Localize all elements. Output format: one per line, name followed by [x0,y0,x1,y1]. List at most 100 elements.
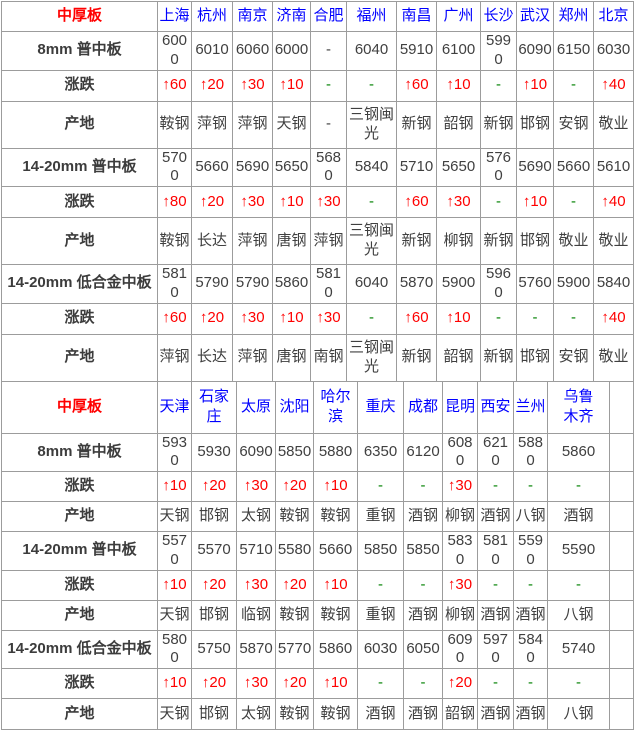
origin-cell: 酒钢 [478,600,514,630]
change-cell: ↑30 [237,472,276,502]
change-cell: - [514,669,548,699]
price-cell: 5660 [554,148,594,187]
city-header-label: 天津 [159,398,189,415]
origin-cell: 酒钢 [358,699,404,730]
city-header-label: 广州 [443,7,473,24]
city-header: 武汉 [517,2,554,32]
price-cell: 5660 [314,532,358,571]
origin-cell: 鞍钢 [158,101,192,148]
price-cell: 5710 [397,148,437,187]
city-header: 西安 [478,381,514,433]
change-cell: ↑30 [233,187,273,218]
change-cell: ↑20 [192,472,237,502]
change-cell: - [548,669,610,699]
city-header-label: 上海 [159,7,189,24]
price-cell: 6090 [443,630,478,669]
city-header: 哈尔滨 [314,381,358,433]
origin-cell: 萍钢 [311,218,347,265]
origin-cell: 太钢 [237,502,276,532]
change-cell: ↑20 [192,303,233,334]
change-cell: - [481,303,517,334]
origin-cell: 鞍钢 [276,699,314,730]
row-label: 产地 [2,218,158,265]
change-cell: - [404,570,443,600]
origin-cell: 酒钢 [548,502,610,532]
price-cell: 6000 [273,32,311,71]
row-label: 涨跌 [2,187,158,218]
city-header: 合肥 [311,2,347,32]
price-cell: 5800 [158,630,192,669]
origin-cell: 天钢 [158,600,192,630]
origin-cell: 萍钢 [158,334,192,381]
price-cell: 6030 [358,630,404,669]
price-cell: 5840 [594,265,634,304]
change-cell: ↑10 [517,70,554,101]
origin-cell: 酒钢 [478,699,514,730]
price-cell: 6100 [437,32,481,71]
origin-cell: 重钢 [358,600,404,630]
change-cell: ↑10 [273,187,311,218]
origin-cell: 韶钢 [437,334,481,381]
price-cell: 5840 [514,630,548,669]
row-label: 产地 [2,600,158,630]
city-header: 重庆 [358,381,404,433]
price-cell: 5760 [517,265,554,304]
price-cell: 5790 [192,265,233,304]
origin-cell: 萍钢 [233,101,273,148]
price-cell: 5770 [276,630,314,669]
price-cell: 5930 [158,433,192,472]
city-header-label: 郑州 [558,7,588,24]
city-header-label: 杭州 [197,7,227,24]
price-cell: - [311,32,347,71]
row-label: 涨跌 [2,70,158,101]
price-cell: 5710 [237,532,276,571]
origin-cell: 长达 [192,218,233,265]
origin-cell: 敬业 [554,218,594,265]
city-header-label: 昆明 [445,398,475,415]
change-cell: ↑40 [594,70,634,101]
row-label: 产地 [2,699,158,730]
origin-cell: 敬业 [594,101,634,148]
change-cell: ↑30 [233,303,273,334]
price-cell: 6000 [158,32,192,71]
city-header-label: 哈尔滨 [321,387,351,426]
origin-cell: 邯钢 [517,101,554,148]
origin-cell: 韶钢 [443,699,478,730]
change-cell: - [358,472,404,502]
price-cell: 5860 [273,265,311,304]
row-label: 产地 [2,101,158,148]
price-cell: 5570 [158,532,192,571]
origin-cell: 鞍钢 [314,600,358,630]
city-header: 沈阳 [276,381,314,433]
origin-cell: 天钢 [273,101,311,148]
change-cell: ↑10 [437,303,481,334]
price-cell: 5910 [397,32,437,71]
city-header: 成都 [404,381,443,433]
price-cell: 5590 [514,532,548,571]
change-cell: ↑10 [517,187,554,218]
row-label: 涨跌 [2,303,158,334]
price-cell: 5850 [358,532,404,571]
change-cell: ↑10 [273,303,311,334]
price-cell: 6210 [478,433,514,472]
row-label: 涨跌 [2,472,158,502]
price-cell: 6090 [517,32,554,71]
row-label: 产地 [2,334,158,381]
origin-cell: 长达 [192,334,233,381]
change-cell: - [554,303,594,334]
city-header-label: 武汉 [520,7,550,24]
change-cell: ↑20 [276,472,314,502]
city-header-label: 西安 [480,398,510,415]
origin-cell: 邯钢 [192,600,237,630]
city-header: 上海 [158,2,192,32]
city-header: 济南 [273,2,311,32]
price-cell: 5690 [233,148,273,187]
city-header-label: 石家庄 [199,387,229,426]
origin-cell: 鞍钢 [314,699,358,730]
origin-cell: 南钢 [311,334,347,381]
row-label: 14-20mm 低合金中板 [2,265,158,304]
change-cell: ↑20 [443,669,478,699]
change-cell: ↑60 [158,303,192,334]
price-cell: 5790 [233,265,273,304]
change-cell: ↑30 [443,570,478,600]
